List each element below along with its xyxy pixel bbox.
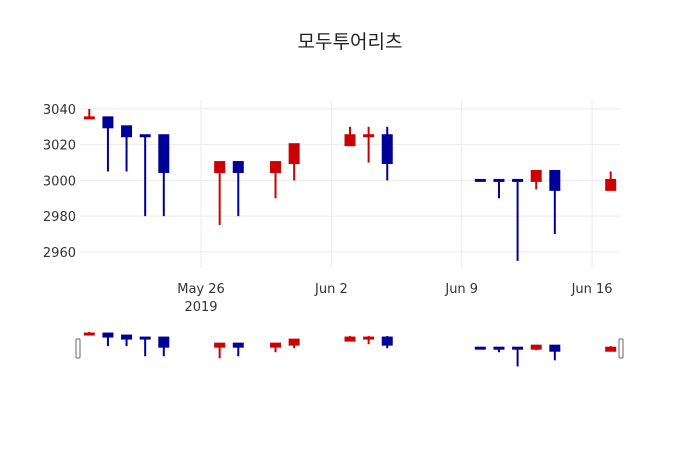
range-slider[interactable] [75, 332, 624, 367]
candle[interactable] [121, 125, 133, 172]
candle[interactable] [344, 126, 356, 147]
candle[interactable] [605, 171, 617, 191]
x-tick-label: Jun 2 [314, 282, 348, 297]
slider-candle[interactable] [549, 344, 561, 361]
y-tick-label: 2980 [43, 210, 76, 225]
y-tick-label: 3020 [43, 139, 76, 154]
candle[interactable] [232, 161, 244, 217]
slider-candle[interactable] [102, 332, 114, 347]
slider-candle[interactable] [530, 344, 542, 351]
slider-candle[interactable] [270, 342, 282, 353]
x-axis: May 26 2019 Jun 2 Jun 9 Jun 16 [177, 282, 612, 315]
candles-main[interactable] [83, 108, 617, 261]
slider-candle[interactable] [288, 338, 300, 349]
candle[interactable] [214, 161, 226, 226]
x-tick-label: Jun 16 [571, 282, 613, 297]
chart-title: 모두투어리츠 [298, 31, 403, 53]
slider-candle[interactable] [214, 342, 226, 359]
slider-candle[interactable] [158, 336, 170, 357]
candle[interactable] [474, 178, 486, 182]
candle[interactable] [102, 116, 114, 172]
candle[interactable] [270, 161, 282, 199]
candle[interactable] [363, 126, 375, 163]
candle[interactable] [493, 178, 505, 199]
slider-candle[interactable] [512, 346, 524, 367]
range-slider-right-handle[interactable] [618, 338, 624, 359]
slider-candle[interactable] [474, 346, 486, 350]
y-tick-label: 2960 [43, 246, 76, 261]
candle[interactable] [549, 169, 561, 235]
candle[interactable] [530, 169, 542, 190]
y-tick-label: 3000 [43, 174, 76, 189]
y-tick-label: 3040 [43, 103, 76, 118]
slider-candle[interactable] [493, 346, 505, 353]
x-tick-label: Jun 9 [444, 282, 478, 297]
range-slider-left-handle[interactable] [75, 338, 81, 359]
candle[interactable] [158, 134, 170, 217]
slider-candle[interactable] [232, 342, 244, 357]
candle[interactable] [288, 143, 300, 181]
candle[interactable] [83, 108, 95, 120]
gridlines [80, 100, 620, 268]
candle[interactable] [139, 134, 151, 217]
slider-candle[interactable] [344, 336, 356, 342]
slider-candle[interactable] [139, 336, 151, 357]
candle[interactable] [381, 126, 393, 181]
slider-candle[interactable] [605, 346, 617, 352]
slider-candle[interactable] [121, 334, 133, 347]
x-tick-year-label: 2019 [184, 300, 217, 315]
candle[interactable] [512, 178, 524, 261]
slider-candle[interactable] [83, 332, 95, 336]
y-axis: 2960 2980 3000 3020 3040 [43, 103, 76, 261]
x-tick-label: May 26 [177, 282, 225, 297]
slider-candle[interactable] [363, 336, 375, 345]
slider-candle[interactable] [381, 336, 393, 349]
